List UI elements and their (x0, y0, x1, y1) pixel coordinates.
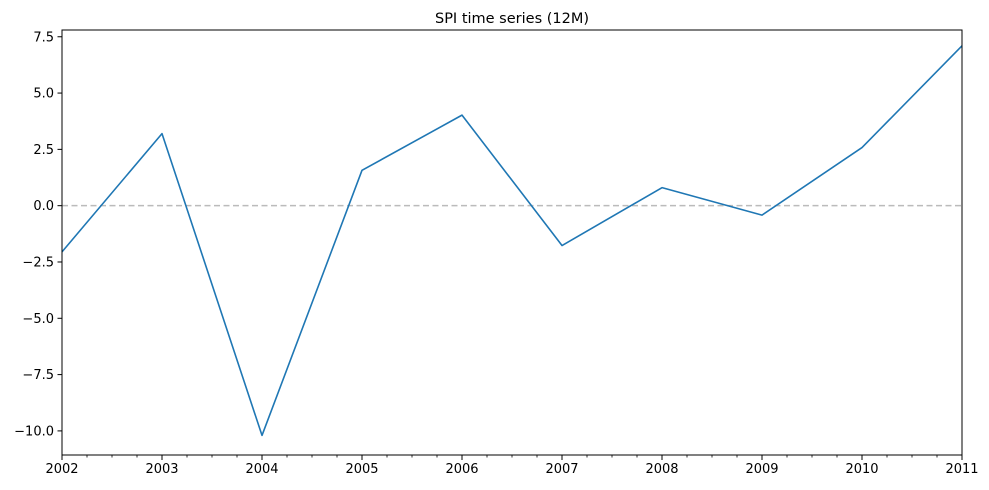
x-tick-label: 2005 (345, 462, 378, 477)
y-tick-label: −2.5 (22, 255, 54, 270)
y-tick-label: −7.5 (22, 368, 54, 383)
x-tick-label: 2006 (445, 462, 478, 477)
y-tick-label: 2.5 (33, 143, 54, 158)
x-tick-label: 2010 (845, 462, 878, 477)
x-tick-label: 2004 (245, 462, 278, 477)
x-tick-label: 2011 (945, 462, 978, 477)
x-tick-label: 2003 (145, 462, 178, 477)
plot-area: 7.5 5.0 2.5 0.0 −2.5 −5.0 −7.5 −10.0 2002 2003 200… (14, 29, 979, 477)
x-tick-label: 2008 (645, 462, 678, 477)
y-tick-label: 0.0 (33, 199, 54, 214)
x-tick-label: 2002 (45, 462, 78, 477)
y-tick-label: −10.0 (14, 424, 54, 439)
x-tick-label: 2007 (545, 462, 578, 477)
x-tick-label: 2009 (745, 462, 778, 477)
axes-frame (61, 29, 963, 456)
y-tick-label: 5.0 (33, 87, 54, 102)
spi-series-line (61, 45, 963, 437)
chart-title: SPI time series (12M) (435, 11, 589, 27)
y-tick-label: −5.0 (22, 312, 54, 327)
y-tick-label: 7.5 (33, 30, 54, 45)
